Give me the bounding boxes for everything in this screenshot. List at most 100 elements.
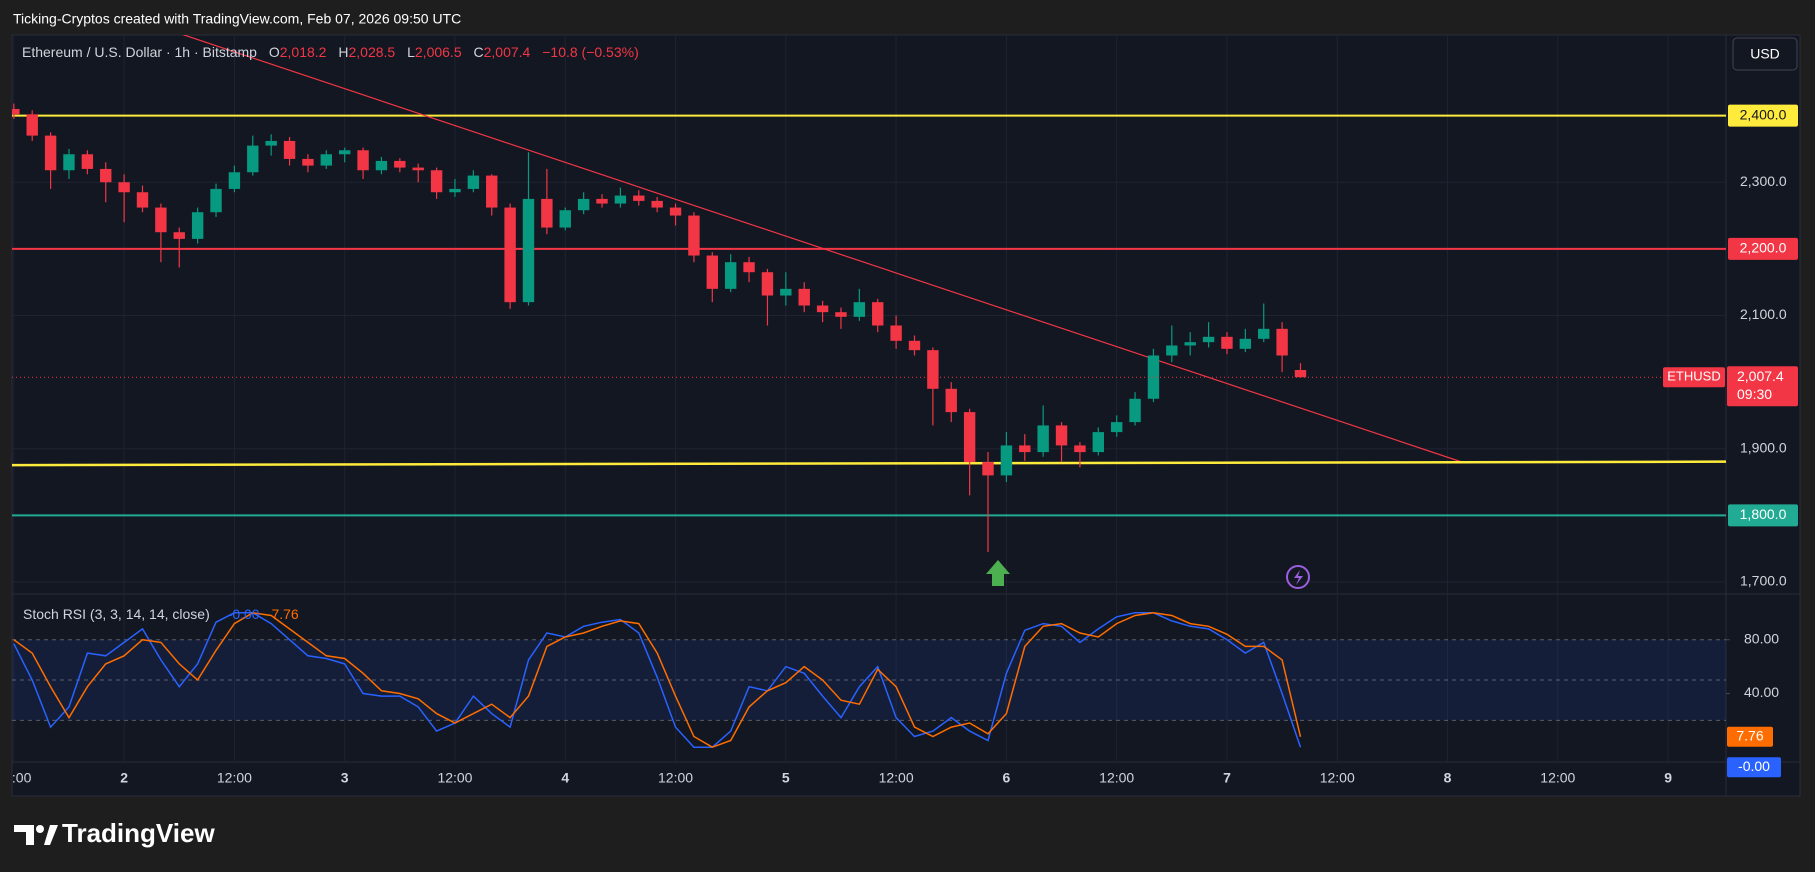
candle-body (173, 232, 185, 239)
level-tag (1728, 237, 1798, 260)
candle-body (412, 167, 424, 171)
logo-dot (36, 825, 44, 833)
x-tick-label: 9 (1664, 770, 1672, 786)
candle-body (63, 154, 75, 171)
candle-body (1000, 445, 1013, 476)
stoch-line (13, 612, 1302, 749)
y-tick-label: 1,900.0 (1740, 439, 1787, 455)
candle-body (1221, 336, 1233, 349)
countdown: 09:30 (1737, 386, 1772, 402)
ohlc-key: O (269, 44, 280, 60)
candle-body (559, 210, 571, 228)
candle-body (357, 150, 369, 171)
candle-body (651, 200, 663, 208)
candle-body (853, 302, 866, 317)
candle-body (908, 340, 921, 351)
candle-body (1239, 338, 1252, 349)
candle-body (1276, 328, 1288, 356)
ohlc-value: 2,006.5 (415, 44, 462, 60)
alert-icon[interactable] (1286, 565, 1310, 589)
candle-body (136, 192, 149, 208)
candle-body (265, 140, 277, 146)
candle-body (761, 272, 774, 296)
candle-body (633, 195, 645, 201)
trend-line (12, 460, 1726, 467)
stoch-d-tag (1727, 726, 1773, 747)
candle-body (1147, 355, 1160, 399)
x-tick-label: 2 (120, 770, 128, 786)
symbol: Ethereum / U.S. Dollar · 1h · Bitstamp (22, 44, 257, 60)
level-label: 2,400.0 (1740, 106, 1787, 122)
x-tick-label: 6 (1002, 770, 1010, 786)
y-tick-label: 2,100.0 (1740, 306, 1787, 322)
candle-body (724, 262, 737, 289)
candle-body (210, 188, 222, 213)
brand: TradingView (62, 818, 215, 848)
candle-body (338, 150, 351, 155)
candle-body (1019, 445, 1031, 453)
icon-bolt[interactable] (1294, 570, 1303, 585)
candle-body (743, 262, 755, 273)
candle-body (26, 114, 38, 136)
candle-body (798, 288, 810, 306)
currency[interactable]: USD (1750, 46, 1780, 62)
logo-mark (44, 825, 58, 845)
candle-body (430, 170, 443, 193)
candle-body (467, 175, 480, 189)
last-price-tag (1727, 366, 1798, 407)
candle-body (394, 160, 406, 168)
ohlc-value: 2,007.4 (484, 44, 531, 60)
icon-ring[interactable] (1286, 565, 1310, 589)
level-tag (1728, 104, 1798, 127)
candle-body (614, 195, 627, 204)
candle-body (228, 172, 241, 189)
candle-body (982, 462, 994, 476)
candle-body (688, 215, 700, 256)
x-tick-label: 12:00 (1320, 770, 1355, 786)
candle-body (1184, 342, 1196, 346)
ohlc-key: H (338, 44, 348, 60)
symbol-tag (1663, 367, 1725, 388)
x-tick-label: 12:00 (1540, 770, 1575, 786)
level-label: 1,800.0 (1740, 506, 1787, 522)
y-tick-label: 40.00 (1744, 684, 1779, 700)
stoch-d-label: 7.76 (1736, 727, 1763, 743)
candle-body (1258, 328, 1270, 339)
legend: Ethereum / U.S. Dollar · 1h · Bitstamp O… (22, 44, 639, 60)
change: −10.8 (−0.53%) (542, 44, 639, 60)
ohlc-key: L (407, 44, 415, 60)
candle-body (191, 212, 204, 239)
candle-body (1166, 345, 1178, 356)
candle-body (945, 388, 957, 413)
button-frame[interactable] (1732, 37, 1798, 71)
candle-body (449, 188, 461, 193)
candle-body (963, 412, 976, 463)
candle-body (81, 154, 94, 169)
candle-body (1074, 445, 1086, 453)
stoch-title: Stoch RSI (3, 3, 14, 14, close) (23, 606, 210, 622)
x-tick-label: 5 (782, 770, 790, 786)
x-tick-label: 4 (561, 770, 569, 786)
credit: Ticking-Cryptos created with TradingView… (13, 11, 461, 27)
x-tick-label: 3 (341, 770, 349, 786)
signal-arrow (986, 560, 1010, 586)
x-tick-label: 12:00 (437, 770, 472, 786)
trend-line (182, 35, 1465, 464)
x-tick-label: 8 (1444, 770, 1452, 786)
candle-body (12, 108, 20, 115)
candle-body (1055, 425, 1068, 446)
candle-body (541, 198, 553, 228)
candle-body (1110, 422, 1123, 433)
stoch-line (13, 612, 1302, 748)
y-tick-label: 80.00 (1744, 630, 1779, 646)
ohlc-value: 2,028.5 (348, 44, 395, 60)
candle-body (302, 158, 314, 166)
currency-button[interactable]: USD (1732, 37, 1798, 71)
candle-body (486, 175, 498, 208)
level-label: 2,200.0 (1740, 240, 1787, 256)
stoch-d-value: 7.76 (271, 606, 298, 622)
candle-body (706, 255, 719, 289)
candle-body (118, 182, 130, 193)
